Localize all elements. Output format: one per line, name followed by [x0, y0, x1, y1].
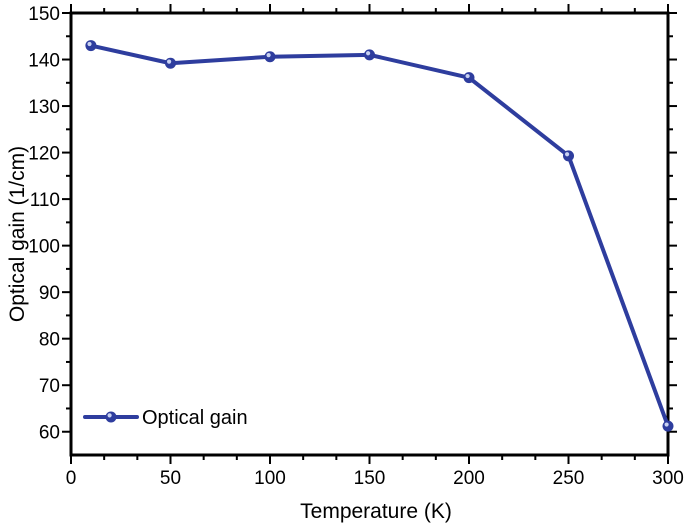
- y-axis-title: Optical gain (1/cm): [6, 146, 29, 322]
- y-tick-label: 90: [39, 283, 60, 304]
- data-point-marker: [364, 49, 375, 61]
- x-tick-label: 100: [254, 468, 286, 489]
- x-tick-label: 300: [652, 468, 684, 489]
- gain-line: [88, 43, 670, 429]
- data-point-marker: [463, 72, 475, 84]
- legend: Optical gain: [83, 407, 248, 429]
- data-point-marker: [85, 40, 97, 52]
- data-point-highlight: [87, 41, 92, 47]
- x-axis-title: Temperature (K): [300, 500, 452, 523]
- legend-label: Optical gain: [142, 407, 248, 429]
- data-point-marker: [165, 57, 176, 69]
- y-tick-label: 130: [28, 97, 60, 118]
- x-tick-label: 50: [160, 468, 181, 489]
- legend-marker-sample: [105, 411, 117, 423]
- y-tick-label: 140: [28, 51, 60, 72]
- y-tick-label: 120: [28, 144, 60, 165]
- data-point-marker: [264, 51, 276, 63]
- y-tick-label: 100: [28, 237, 60, 258]
- y-tick-label: 80: [39, 330, 60, 351]
- data-point-highlight: [664, 422, 669, 427]
- x-tick-label: 200: [453, 468, 485, 489]
- y-tick-label: 70: [39, 376, 60, 397]
- data-point-marker: [563, 150, 574, 162]
- data-point-highlight: [465, 73, 470, 79]
- data-series-layer: [85, 40, 674, 432]
- data-point-highlight: [266, 53, 271, 58]
- x-tick-label: 0: [66, 468, 77, 489]
- x-tick-label: 150: [354, 468, 386, 489]
- y-tick-label: 60: [39, 423, 60, 444]
- legend-marker-highlight: [107, 413, 112, 418]
- data-point-highlight: [366, 51, 371, 56]
- data-point-marker: [662, 420, 674, 432]
- axes-layer: 0 50 100 150 200 250 300 60 70 80 90 100 110 120 130 14…: [28, 4, 684, 489]
- y-tick-label: 110: [30, 190, 60, 211]
- data-point-highlight: [565, 152, 570, 157]
- y-tick-label: 150: [28, 4, 60, 25]
- x-tick-label: 250: [553, 468, 585, 489]
- plot-border: [69, 11, 670, 457]
- data-point-highlight: [167, 59, 172, 64]
